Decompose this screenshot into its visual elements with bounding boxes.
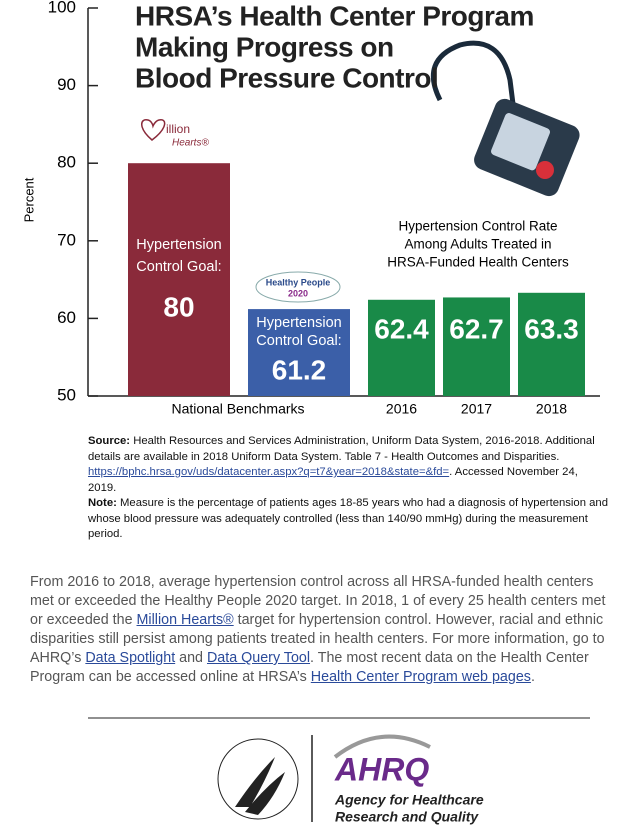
source: Source: Health Resources and Services Ad… [88, 434, 608, 496]
goal-label: Hypertension [256, 315, 341, 331]
y-tick-label: 90 [57, 75, 76, 94]
annotation: Among Adults Treated in [404, 237, 551, 252]
y-tick-label: 70 [57, 230, 76, 249]
text: . [530, 669, 535, 685]
text: From 2016 to 2018, average hypertension … [30, 574, 606, 628]
bar [248, 309, 350, 396]
annotation: Hypertension Control Rate [398, 219, 557, 234]
title: Making Progress on [135, 31, 394, 62]
link[interactable]: Data Spotlight [85, 650, 176, 666]
text: . Accessed November 24, 2019. [88, 466, 578, 494]
chart: Percent National Benchmarks 50 60 70 80 90 10… [21, 0, 600, 417]
title: HRSA’s Health Center Program [135, 0, 534, 31]
paragraph: From 2016 to 2018, average hypertension … [30, 573, 620, 687]
value-label: 63.3 [524, 313, 579, 344]
logo-text: illion [166, 122, 190, 136]
text: Source: [88, 435, 131, 447]
text: Measure is the percentage of patients ag… [88, 497, 608, 540]
text: . The most recent data on the Health Cen… [30, 650, 589, 685]
link[interactable]: Data Query Tool [206, 650, 311, 666]
text: and [175, 650, 207, 666]
annotation: HRSA-Funded Health Centers [387, 255, 569, 270]
monitor-icon [430, 40, 580, 197]
agency: Research and Quality [335, 809, 479, 825]
text: Note: [88, 497, 117, 509]
bar [518, 292, 585, 396]
ahrq-swoosh [333, 734, 431, 759]
value-label: 62.4 [374, 313, 429, 344]
footer: AHRQ Agency for Healthcare Research and … [88, 717, 590, 825]
source-block: Source: Health Resources and Services Ad… [88, 434, 608, 543]
value-label: 80 [163, 291, 194, 322]
ahrq: AHRQ [334, 751, 429, 787]
y-tick-label: 60 [57, 308, 76, 327]
bar [443, 297, 510, 396]
heart-icon [141, 119, 166, 141]
text: Health Resources and Services Administra… [88, 435, 595, 463]
title: Blood Pressure Control [135, 62, 438, 93]
value-label: 62.7 [449, 313, 504, 344]
x-tick-label: 2018 [536, 401, 567, 417]
link[interactable]: Health Center Program web pages [310, 669, 531, 685]
logo-text: Hearts® [172, 138, 209, 149]
link[interactable]: https://bphc.hrsa.gov/uds/datacenter.asp… [88, 466, 450, 478]
goal-label: Hypertension [136, 237, 221, 253]
agency: Agency for Healthcare [334, 792, 484, 808]
bar [128, 163, 230, 396]
note: Note: Measure is the percentage of patie… [88, 496, 608, 543]
group-label: National Benchmarks [171, 401, 304, 417]
goal-label: Control Goal: [136, 259, 221, 275]
y-tick-label: 80 [57, 153, 76, 172]
link[interactable]: Million Hearts® [136, 612, 234, 628]
bar [368, 299, 435, 396]
hhs-seal [217, 738, 299, 820]
logo-ellipse [255, 271, 341, 303]
text: target for hypertension control. However… [30, 612, 605, 666]
goal-label: Control Goal: [256, 333, 341, 349]
y-tick-label: 50 [57, 385, 76, 404]
logo-text: Healthy People [266, 277, 331, 287]
x-tick-label: 2016 [386, 401, 417, 417]
y-axis-label: Percent [21, 177, 36, 222]
logo-text: 2020 [288, 288, 308, 298]
x-tick-label: 2017 [461, 401, 492, 417]
y-tick-label: 100 [48, 0, 76, 16]
value-label: 61.2 [272, 354, 327, 385]
